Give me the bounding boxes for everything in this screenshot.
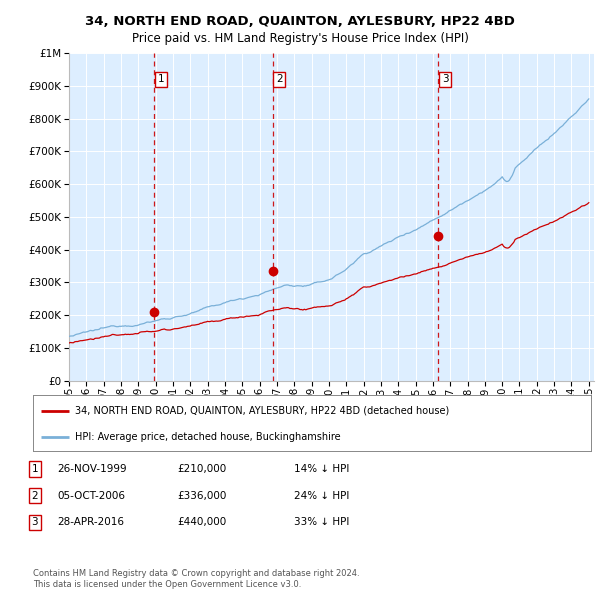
Text: 14% ↓ HPI: 14% ↓ HPI <box>294 464 349 474</box>
Text: 2: 2 <box>31 491 38 500</box>
Text: 24% ↓ HPI: 24% ↓ HPI <box>294 491 349 500</box>
Text: Price paid vs. HM Land Registry's House Price Index (HPI): Price paid vs. HM Land Registry's House … <box>131 32 469 45</box>
Text: £440,000: £440,000 <box>177 517 226 527</box>
Text: 3: 3 <box>442 74 448 84</box>
Text: 3: 3 <box>31 517 38 527</box>
Text: £210,000: £210,000 <box>177 464 226 474</box>
Text: Contains HM Land Registry data © Crown copyright and database right 2024.
This d: Contains HM Land Registry data © Crown c… <box>33 569 359 589</box>
Text: HPI: Average price, detached house, Buckinghamshire: HPI: Average price, detached house, Buck… <box>75 432 340 442</box>
Text: 05-OCT-2006: 05-OCT-2006 <box>57 491 125 500</box>
Text: 34, NORTH END ROAD, QUAINTON, AYLESBURY, HP22 4BD (detached house): 34, NORTH END ROAD, QUAINTON, AYLESBURY,… <box>75 406 449 416</box>
Text: 33% ↓ HPI: 33% ↓ HPI <box>294 517 349 527</box>
Text: 2: 2 <box>276 74 283 84</box>
Text: 1: 1 <box>157 74 164 84</box>
Text: 28-APR-2016: 28-APR-2016 <box>57 517 124 527</box>
Text: 1: 1 <box>31 464 38 474</box>
Text: 34, NORTH END ROAD, QUAINTON, AYLESBURY, HP22 4BD: 34, NORTH END ROAD, QUAINTON, AYLESBURY,… <box>85 15 515 28</box>
Text: 26-NOV-1999: 26-NOV-1999 <box>57 464 127 474</box>
Text: £336,000: £336,000 <box>177 491 226 500</box>
